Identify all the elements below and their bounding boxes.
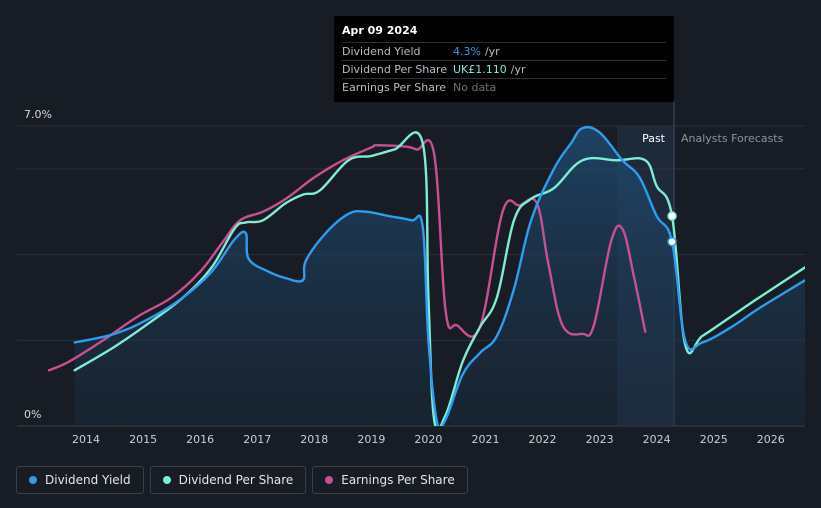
forecast-label: Analysts Forecasts (681, 132, 784, 145)
x-tick-label: 2014 (72, 433, 100, 446)
dividend-yield-line (73, 125, 805, 426)
tooltip-label: Earnings Per Share (342, 81, 447, 94)
x-tick-label: 2015 (129, 433, 157, 446)
x-tick-label: 2020 (414, 433, 442, 446)
x-tick-label: 2023 (586, 433, 614, 446)
tooltip-row-dividend-per-share: Dividend Per Share UK£1.110 /yr (342, 60, 666, 78)
legend-label: Dividend Per Share (178, 473, 294, 487)
legend: Dividend Yield Dividend Per Share Earnin… (16, 466, 468, 494)
tooltip-value: 4.3% (453, 45, 481, 58)
tooltip-row-earnings-per-share: Earnings Per Share No data (342, 78, 666, 96)
legend-dot-icon (29, 476, 37, 484)
dividend-per-share-line (73, 131, 805, 426)
y-label-max: 7.0% (24, 108, 52, 121)
x-tick-label: 2016 (186, 433, 214, 446)
legend-dot-icon (162, 476, 171, 484)
x-tick-label: 2018 (300, 433, 328, 446)
legend-earnings-per-share[interactable]: Earnings Per Share (312, 466, 468, 494)
y-label-min: 0% (24, 408, 41, 421)
x-tick-label: 2022 (529, 433, 557, 446)
legend-label: Dividend Yield (45, 473, 131, 487)
x-tick-label: 2021 (471, 433, 499, 446)
dividend-yield-area (74, 127, 805, 426)
tooltip-unit: /yr (484, 45, 500, 58)
legend-dot-icon (325, 476, 334, 484)
x-tick-label: 2025 (700, 433, 728, 446)
earnings-per-share-line (47, 138, 647, 372)
past-label: Past (642, 132, 666, 145)
tooltip-label: Dividend Per Share (342, 63, 448, 76)
legend-dividend-yield[interactable]: Dividend Yield (16, 466, 144, 494)
tooltip-value: UK£1.110 (453, 63, 507, 76)
legend-label: Earnings Per Share (341, 473, 455, 487)
x-tick-label: 2024 (643, 433, 671, 446)
x-tick-label: 2026 (757, 433, 785, 446)
tooltip-date: Apr 09 2024 (342, 24, 418, 37)
x-tick-label: 2017 (243, 433, 271, 446)
dividend-yield-marker (667, 236, 677, 247)
dividend-per-share-marker (667, 211, 677, 221)
x-tick-label: 2019 (357, 433, 385, 446)
tooltip: Apr 09 2024 Dividend Yield 4.3% /yr Divi… (334, 16, 674, 102)
tooltip-value: No data (453, 81, 497, 94)
tooltip-row-dividend-yield: Dividend Yield 4.3% /yr (342, 42, 666, 60)
tooltip-unit: /yr (510, 63, 526, 76)
tooltip-label: Dividend Yield (342, 45, 421, 58)
legend-dividend-per-share[interactable]: Dividend Per Share (149, 466, 307, 494)
